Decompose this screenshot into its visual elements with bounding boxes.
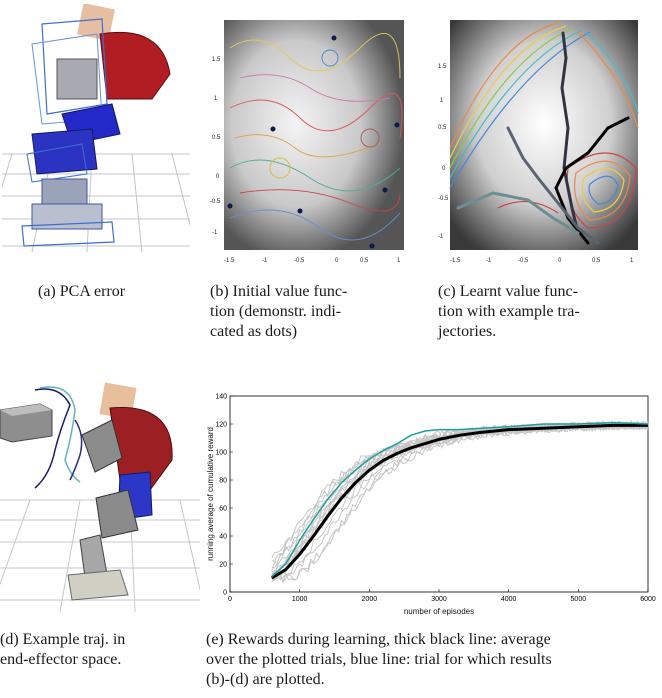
robot-pca-error-figure (0, 3, 198, 253)
caption-c-line: tion with example tra- (438, 303, 580, 320)
initial-value-function-plot: 1.5 1 0.5 0 -0.5 -1 -1.5 -1 -0.5 0 0.5 1 (210, 20, 404, 264)
y-tick-labels: 1.5 1 0.5 0 -0.5 -1 (438, 64, 449, 240)
ytick: 0.5 (438, 125, 447, 131)
caption-b: (b) Initial value func- tion (demonstr. … (210, 282, 410, 342)
y-tick-labels: 1.5 1 0.5 0 -0.5 -1 (210, 57, 221, 236)
caption-a: (a) PCA error (38, 283, 126, 300)
ytick: 0 (442, 166, 446, 172)
contour-lines (229, 33, 403, 241)
learnt-value-function-plot: 1.5 1 0.5 0 -0.5 -1 -1.5 -1 -0.5 0 0.5 1 (438, 20, 639, 264)
x-tick-label: 5000 (571, 596, 587, 603)
caption-b-line: tion (demonstr. indi- (210, 303, 342, 320)
caption-c-line: jectories. (438, 323, 497, 340)
xtick: -0.5 (518, 258, 529, 264)
caption-d-line: end-effector space. (0, 651, 122, 668)
demonstration-dots (227, 35, 400, 249)
caption-c-line: (c) Learnt value func- (438, 283, 578, 300)
selected-trial-line (271, 421, 649, 578)
example-trajectories (456, 31, 630, 245)
caption-e: (e) Rewards during learning, thick black… (206, 630, 662, 690)
y-axis-label: running average of cumulative reward (206, 427, 215, 561)
xtick: 1 (630, 258, 634, 264)
ytick: -1 (212, 230, 218, 236)
y-tick-label: 140 (215, 394, 227, 401)
trajectory-lines (34, 386, 83, 489)
panel-c: 1.5 1 0.5 0 -0.5 -1 -1.5 -1 -0.5 0 0.5 1 (438, 18, 643, 268)
y-tick-label: 0 (223, 590, 227, 597)
x-tick-labels: -1.5 -1 -0.5 0 0.5 1 (224, 258, 401, 264)
caption-c: (c) Learnt value func- tion with example… (438, 282, 648, 342)
panel-b: 1.5 1 0.5 0 -0.5 -1 -1.5 -1 -0.5 0 0.5 1 (210, 18, 410, 268)
ytick: 0.5 (212, 135, 221, 141)
panel-e: 0 1000 2000 3000 4000 5000 6000 0 20 40 60 80 100 120… (205, 388, 660, 620)
end-effector-trajectory-figure (0, 382, 206, 613)
x-tick-label: 4000 (501, 596, 517, 603)
caption-e-line: (e) Rewards during learning, thick black… (206, 631, 551, 648)
ytick: 0 (216, 174, 220, 180)
x-tick-labels: -1.5 -1 -0.5 0 0.5 1 (450, 258, 634, 264)
caption-b-line: (b) Initial value func- (210, 283, 348, 300)
xtick: 0 (335, 258, 339, 264)
ytick: -0.5 (210, 199, 221, 205)
xtick: -1.5 (450, 258, 461, 264)
y-tick-label: 40 (219, 534, 227, 541)
x-tick-label: 2000 (362, 596, 378, 603)
ytick: 1 (214, 96, 218, 102)
xtick: 1 (397, 258, 401, 264)
x-tick-label: 1000 (292, 596, 308, 603)
xtick: -0.5 (294, 258, 305, 264)
xtick: 0.5 (592, 258, 601, 264)
ytick: 1.5 (212, 57, 221, 63)
x-tick-label: 6000 (640, 596, 656, 603)
caption-e-line: over the plotted trials, blue line: tria… (206, 651, 552, 668)
ytick: -0.5 (438, 196, 449, 202)
average-reward-line (271, 423, 648, 580)
caption-b-line: cated as dots) (210, 323, 298, 340)
x-tick-label: 0 (228, 596, 232, 603)
y-tick-label: 20 (219, 562, 227, 569)
reward-chart: 0 1000 2000 3000 4000 5000 6000 0 20 40 60 80 100 120… (206, 394, 656, 617)
panel-a (0, 3, 198, 253)
contour-bands (449, 22, 639, 229)
y-tick-label: 120 (215, 422, 227, 429)
trial-line (271, 421, 649, 584)
x-tick-label: 3000 (431, 596, 447, 603)
ytick: 1.5 (438, 64, 447, 70)
xtick: -1 (262, 258, 268, 264)
xtick: -1.5 (224, 258, 235, 264)
y-tick-label: 60 (219, 506, 227, 513)
xtick: 0.5 (360, 258, 369, 264)
ytick: -1 (438, 234, 444, 240)
ytick: 1 (440, 98, 444, 104)
xtick: -1 (486, 258, 492, 264)
caption-e-line: (b)-(d) are plotted. (206, 671, 325, 688)
y-tick-label: 80 (219, 478, 227, 485)
y-tick-label: 100 (215, 450, 227, 457)
xtick: 0 (558, 258, 562, 264)
x-axis-label: number of episodes (404, 607, 474, 616)
panel-d (0, 380, 206, 613)
caption-d: (d) Example traj. in end-effector space. (0, 630, 200, 670)
caption-d-line: (d) Example traj. in (0, 631, 126, 648)
